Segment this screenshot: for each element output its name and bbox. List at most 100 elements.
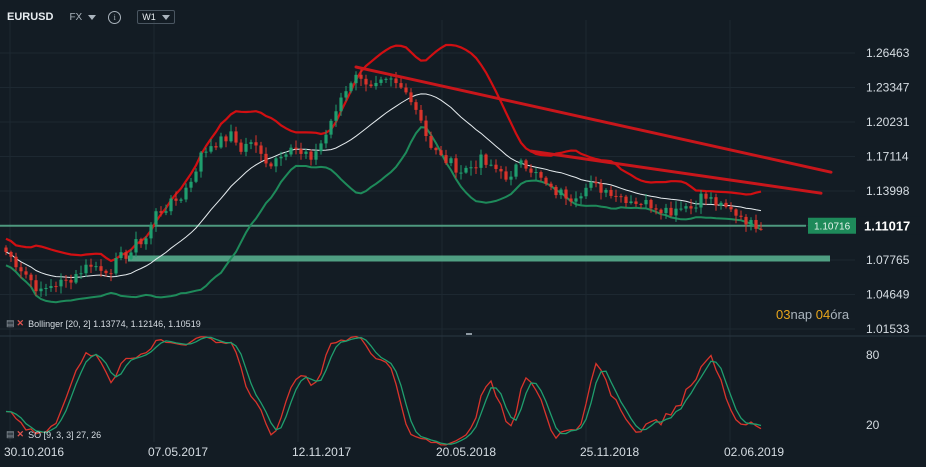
candle-body [349, 83, 353, 92]
candle-body [574, 198, 578, 202]
close-icon[interactable]: ✕ [16, 429, 25, 439]
candle-body [409, 92, 413, 103]
symbol-label[interactable]: EURUSD [7, 11, 54, 23]
candle-body [509, 176, 513, 180]
candle-body [254, 142, 258, 146]
candle-body [594, 181, 598, 184]
bollinger-indicator-label[interactable]: ▤ ✕ Bollinger [20, 2] 1.13774, 1.12146, 1.… [6, 318, 201, 329]
candle-body [464, 167, 468, 173]
candle-body [134, 239, 138, 253]
candle-body [609, 189, 613, 196]
market-selector[interactable]: FX [69, 12, 97, 23]
countdown-hours-unit: óra [830, 307, 850, 322]
candle-body [264, 153, 268, 164]
support-zone-lower [128, 255, 830, 262]
candle-body [304, 151, 308, 154]
candle-body [684, 206, 688, 209]
candle-body [344, 91, 348, 98]
candle-body [139, 239, 143, 245]
candle-body [24, 271, 28, 275]
candle-body [549, 183, 553, 187]
candle-body [654, 208, 658, 210]
y-axis-tick-label: 1.23347 [866, 80, 910, 94]
candle-body [589, 181, 593, 188]
last-price-value: 1.11017 [864, 219, 910, 234]
candle-body [389, 78, 393, 80]
candle-body [84, 264, 88, 274]
candle-body [584, 187, 588, 197]
candle-body [374, 82, 378, 87]
y-axis-tick-label: 1.07765 [866, 253, 910, 267]
y-axis-tick-label: 1.04649 [866, 288, 910, 302]
indicator-settings-icon[interactable]: ▤ [6, 318, 14, 328]
candle-body [479, 154, 483, 168]
candle-body [54, 286, 58, 288]
timeframe-selector[interactable]: W1 [137, 10, 175, 24]
candle-body [219, 136, 223, 148]
candle-body [579, 196, 583, 199]
candle-body [694, 207, 698, 209]
candle-body [539, 172, 543, 178]
stochastic-d-line [5, 336, 762, 445]
candle-body [729, 206, 733, 210]
candle-body [164, 211, 168, 213]
candle-body [424, 120, 428, 137]
countdown-days-unit: nap [790, 307, 813, 322]
candle-body [439, 150, 443, 156]
candle-body [64, 279, 68, 281]
candle-body [399, 83, 403, 88]
candle-body [144, 238, 148, 245]
chevron-down-icon [88, 14, 97, 20]
candle-body [319, 143, 323, 152]
candle-body [569, 198, 573, 202]
x-axis-tick-label: 20.05.2018 [436, 445, 496, 459]
candle-body [224, 136, 228, 142]
candle-body [419, 109, 423, 121]
stochastic-indicator-label[interactable]: ▤ ✕ SO [9, 3, 3] 27, 26 [6, 429, 101, 440]
candle-body [34, 280, 38, 292]
candle-body [639, 203, 643, 205]
stochastic-k-line [5, 335, 762, 446]
candle-body [119, 252, 123, 259]
candle-body [689, 206, 693, 209]
candle-body [414, 102, 418, 110]
candle-body [534, 172, 538, 174]
candle-body [724, 202, 728, 207]
y-axis-tick-label: 1.13998 [866, 184, 910, 198]
candle-body [469, 167, 473, 169]
candle-body [634, 201, 638, 204]
candle-body [149, 224, 153, 239]
candle-body [74, 274, 78, 283]
candle-body [714, 197, 718, 206]
indicator-settings-icon[interactable]: ▤ [6, 429, 14, 439]
candle-body [14, 256, 18, 268]
candle-body [299, 149, 303, 154]
candle-body [269, 163, 273, 167]
candle-body [174, 198, 178, 201]
candle-body [199, 152, 203, 172]
candle-body [519, 160, 523, 165]
candle-body [214, 146, 218, 148]
info-icon[interactable]: i [108, 10, 122, 24]
candle-body [239, 142, 243, 152]
candle-body [359, 74, 363, 79]
candle-body [544, 177, 548, 184]
candle-body [234, 131, 238, 143]
x-axis-tick-label: 02.06.2019 [724, 445, 784, 459]
candle-body [4, 247, 8, 252]
candle-body [179, 199, 183, 201]
candle-body [369, 84, 373, 87]
candle-body [429, 136, 433, 148]
candle-body [324, 134, 328, 144]
y-axis-tick-label: 1.17114 [866, 150, 909, 164]
candle-body [114, 258, 118, 274]
candle-body [619, 196, 623, 198]
candle-body [404, 87, 408, 93]
candle-body [759, 228, 763, 230]
candle-body [434, 147, 438, 151]
close-icon[interactable]: ✕ [16, 318, 25, 328]
candle-body [649, 199, 653, 209]
candle-body [384, 78, 388, 80]
candle-body [739, 215, 743, 217]
